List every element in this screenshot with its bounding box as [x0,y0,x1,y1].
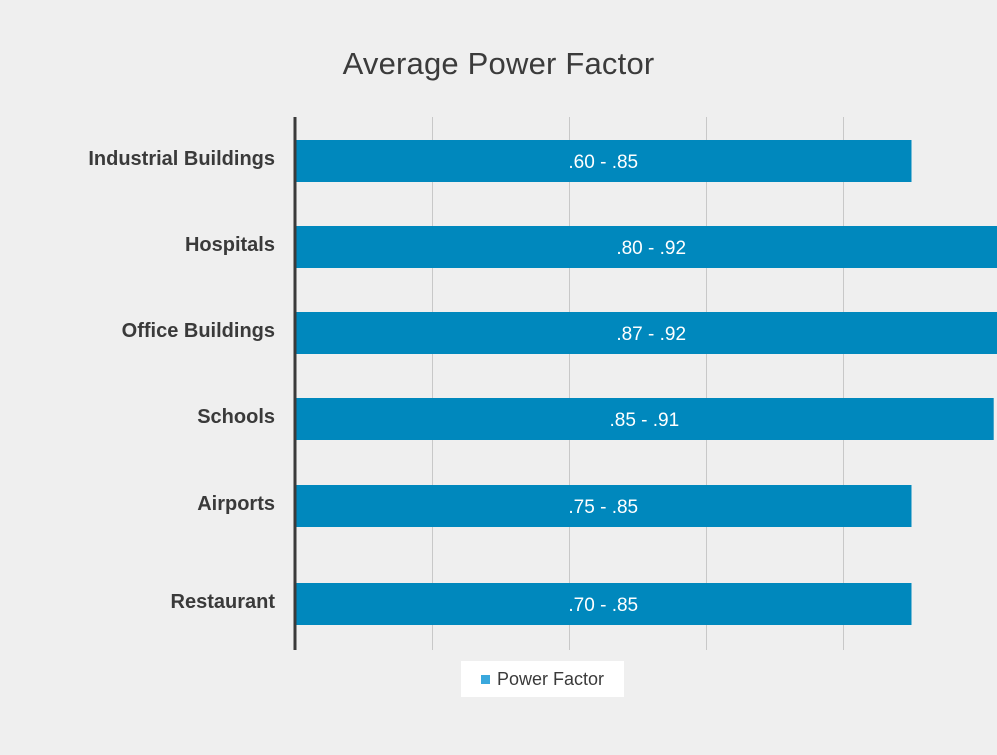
bar-value-label: .80 - .92 [616,238,686,259]
bar-value-label: .85 - .91 [609,410,679,431]
category-label: Airports [197,493,275,515]
legend-swatch [480,674,490,684]
category-label: Restaurant [170,591,275,613]
bar [295,140,912,182]
category-label: Industrial Buildings [88,148,275,170]
bar [295,583,912,625]
legend-label: Power Factor [496,668,605,689]
bar [295,312,997,354]
bar-value-label: .60 - .85 [568,152,638,173]
bar-value-label: .70 - .85 [568,595,638,616]
legend: Power Factor [461,661,624,697]
chart-title: Average Power Factor [342,46,655,81]
category-label: Hospitals [184,234,275,256]
category-label: Office Buildings [121,320,275,342]
category-label: Schools [197,406,275,428]
bar-value-label: .75 - .85 [568,497,638,518]
bar [295,398,994,440]
bar-value-label: .87 - .92 [616,324,686,345]
bar [295,226,997,268]
bar [295,485,912,527]
